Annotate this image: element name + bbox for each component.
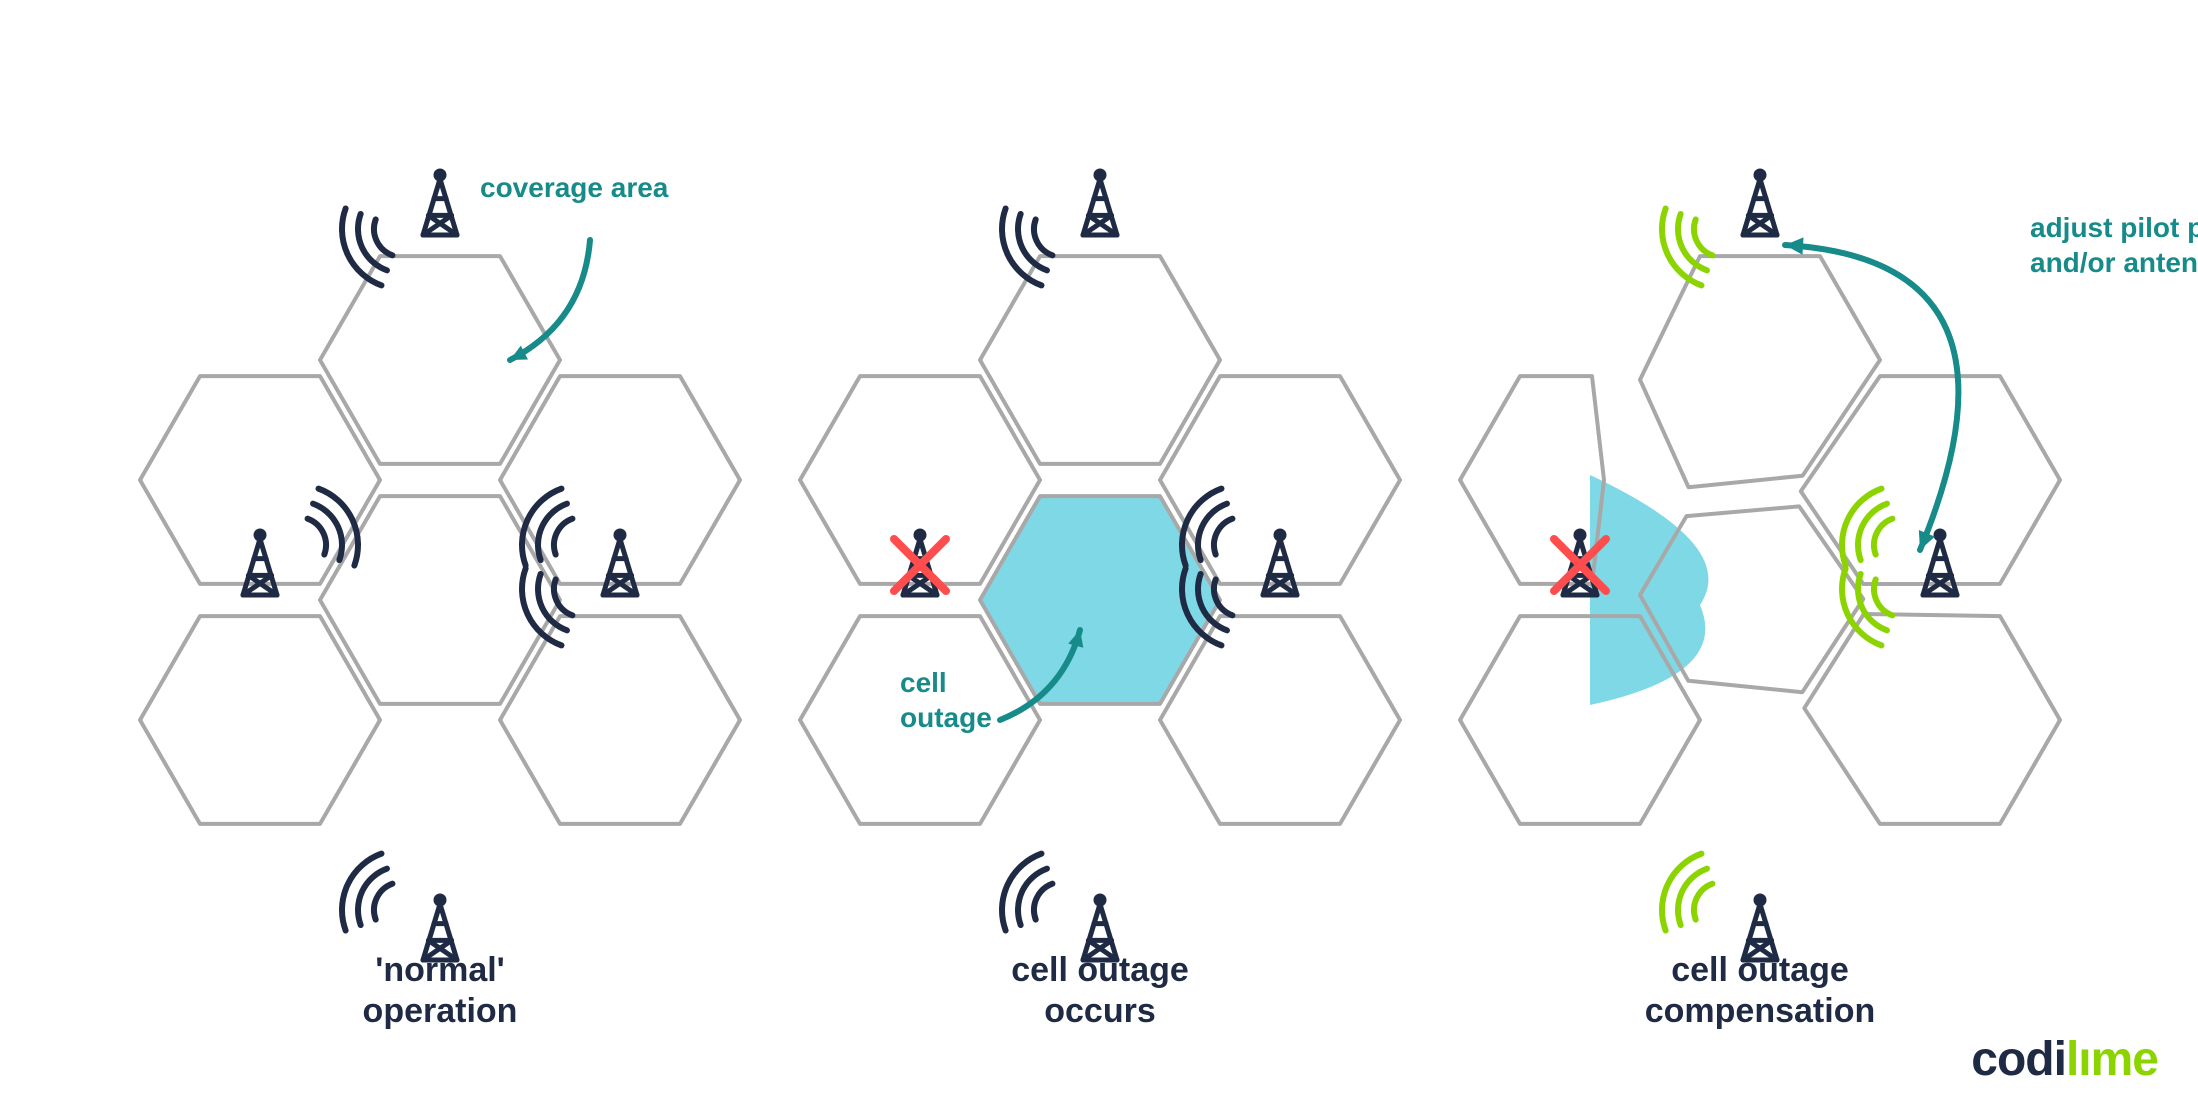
annotation-label: coverage area xyxy=(480,170,668,205)
diagram-panel-1 xyxy=(780,70,1420,890)
cell-hex xyxy=(140,616,380,824)
cell-hex xyxy=(1160,616,1400,824)
tower-icon xyxy=(1263,531,1297,595)
panel-caption: 'normal' operation xyxy=(120,950,760,1032)
tower-icon xyxy=(1083,171,1117,235)
signal-icon xyxy=(1662,854,1712,931)
brand-logo: codilıme xyxy=(1971,1032,2158,1087)
cell-hex xyxy=(1640,256,1880,487)
tower-icon xyxy=(423,171,457,235)
signal-icon xyxy=(342,208,392,285)
annotation-label: adjust pilot power and/or antenna tilt xyxy=(2030,210,2198,280)
signal-icon xyxy=(1002,208,1052,285)
signal-icon xyxy=(1002,854,1052,931)
logo-green: lıme xyxy=(2066,1033,2158,1086)
signal-icon xyxy=(308,489,358,566)
annotation-label: cell outage xyxy=(900,665,992,735)
signal-icon xyxy=(522,489,572,566)
tower-icon xyxy=(603,531,637,595)
panel-caption: cell outage occurs xyxy=(780,950,1420,1032)
signal-icon xyxy=(1662,208,1712,285)
signal-icon xyxy=(1842,489,1892,566)
logo-dark: codi xyxy=(1971,1033,2066,1086)
tower-icon xyxy=(1743,171,1777,235)
cell-hex xyxy=(320,256,560,464)
cell-hex xyxy=(980,256,1220,464)
panel-caption: cell outage compensation xyxy=(1440,950,2080,1032)
cell-hex xyxy=(500,616,740,824)
tower-icon xyxy=(243,531,277,595)
cell-hex xyxy=(800,376,1040,584)
signal-icon xyxy=(342,854,392,931)
diagram-panel-2 xyxy=(1440,70,2080,890)
cell-hex xyxy=(1804,614,2060,824)
